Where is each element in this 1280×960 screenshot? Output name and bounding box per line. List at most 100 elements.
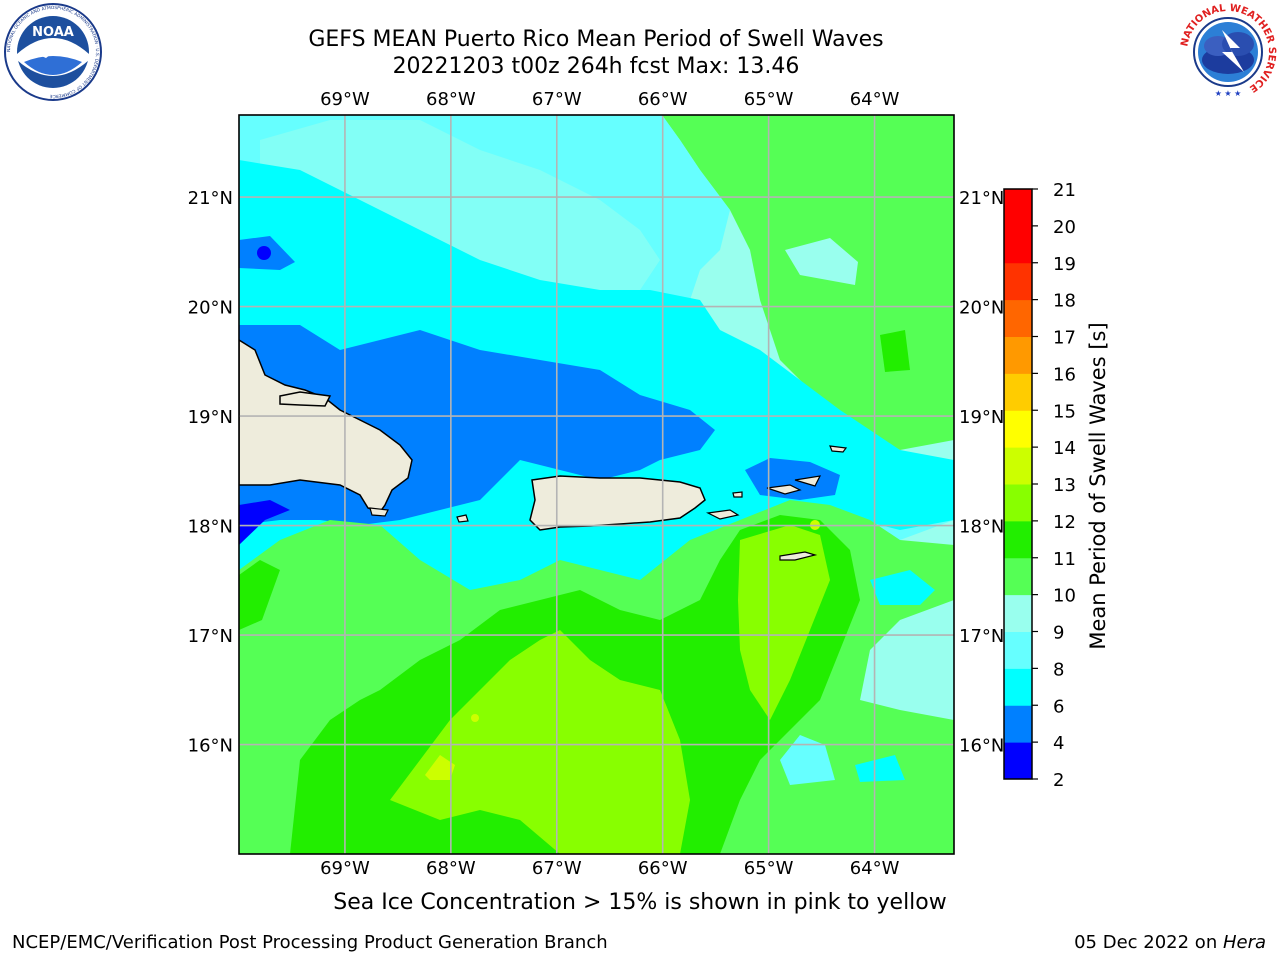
colorbar-segment — [1004, 631, 1032, 669]
colorbar-label: Mean Period of Swell Waves [s] — [1086, 322, 1110, 649]
latitude-label: 21°N — [959, 188, 1004, 209]
colorbar-tick-label: 21 — [1053, 180, 1076, 201]
latitude-label: 18°N — [959, 517, 1004, 538]
latitude-label: 19°N — [188, 407, 233, 428]
latitude-label: 20°N — [959, 298, 1004, 319]
latitude-label: 20°N — [188, 298, 233, 319]
longitude-label: 65°W — [744, 858, 794, 879]
puerto-rico-land — [529, 475, 706, 531]
colorbar-segment — [1004, 594, 1032, 632]
field-band-10-11-ne — [662, 115, 954, 450]
colorbar-segment — [1004, 484, 1032, 522]
colorbar-segment — [1004, 225, 1032, 264]
latitude-labels-right: 21°N 20°N 19°N 18°N 17°N 16°N — [959, 188, 1004, 756]
noaa-logo: NOAA NATIONAL OCEANIC AND ATMOSPHERIC AD… — [4, 3, 102, 101]
latitude-label: 16°N — [188, 736, 233, 757]
longitude-label: 67°W — [532, 89, 582, 110]
colorbar-segment — [1004, 447, 1032, 485]
colorbar-segment — [1004, 262, 1032, 301]
nws-logo: NATIONAL WEATHER SERVICE ★ ★ ★ — [1179, 3, 1277, 100]
field-band-13-14-spot-a — [471, 714, 479, 722]
svg-text:★ ★ ★: ★ ★ ★ — [1215, 89, 1242, 98]
latitude-label: 17°N — [188, 626, 233, 647]
colorbar-tick-label: 15 — [1053, 401, 1076, 422]
colorbar-segment — [1004, 373, 1032, 411]
colorbar-tick-label: 6 — [1053, 696, 1064, 717]
chart-title: GEFS MEAN Puerto Rico Mean Period of Swe… — [308, 27, 884, 52]
colorbar-segment — [1004, 668, 1032, 706]
hispaniola-land — [239, 339, 413, 513]
swell-period-field — [239, 115, 954, 854]
colorbar-segment — [1004, 410, 1032, 448]
longitude-labels-bottom: 69°W 68°W 67°W 66°W 65°W 64°W — [320, 858, 900, 879]
graticule — [239, 115, 954, 854]
field-band-12-13-b — [738, 525, 830, 720]
longitude-label: 67°W — [532, 858, 582, 879]
colorbar-segment — [1004, 742, 1032, 780]
field-band-6-8-south-pocket-a — [870, 570, 935, 605]
latitude-label: 18°N — [188, 517, 233, 538]
saona-island — [369, 507, 389, 517]
colorbar-tick-label: 8 — [1053, 659, 1064, 680]
colorbar-segment — [1004, 189, 1032, 227]
longitude-label: 65°W — [744, 89, 794, 110]
colorbar-tick-label: 13 — [1053, 475, 1076, 496]
chart-subtitle: 20221203 t00z 264h fcst Max: 13.46 — [392, 54, 800, 79]
field-band-13-14-max — [425, 755, 455, 780]
noaa-text: NOAA — [32, 25, 74, 40]
footer-machine: Hera — [1222, 932, 1266, 953]
colorbar: 2 4 6 8 9 10 11 12 13 14 15 16 17 18 19 20 21 — [1003, 180, 1076, 791]
mona-island — [456, 514, 469, 523]
latitude-labels-left: 21°N 20°N 19°N 18°N 17°N 16°N — [188, 188, 233, 756]
culebra-island — [732, 491, 743, 498]
field-band-2-4-nw-spot — [257, 246, 271, 260]
field-band-8-9-south-pocket — [780, 735, 835, 785]
field-band-9-10-n-patch — [260, 120, 660, 300]
latitude-label: 19°N — [959, 407, 1004, 428]
longitude-label: 69°W — [320, 858, 370, 879]
longitude-label: 64°W — [850, 89, 900, 110]
colorbar-segment — [1004, 705, 1032, 743]
latitude-label: 16°N — [959, 736, 1004, 757]
colorbar-tick-label: 2 — [1053, 770, 1064, 791]
longitude-label: 69°W — [320, 89, 370, 110]
colorbar-tick-label: 16 — [1053, 364, 1076, 385]
colorbar-tick-label: 17 — [1053, 328, 1076, 349]
colorbar-tick-label: 18 — [1053, 291, 1076, 312]
map-frame — [238, 114, 955, 855]
footer-date: 05 Dec 2022 on Hera — [1074, 932, 1266, 953]
longitude-labels-top: 69°W 68°W 67°W 66°W 65°W 64°W — [320, 89, 900, 110]
field-band-9-10-ne-patch — [785, 238, 858, 285]
field-band-6-8-south-pocket-b — [855, 755, 905, 782]
colorbar-segment — [1004, 299, 1032, 337]
field-band-2-4-sw-spot — [239, 500, 290, 545]
colorbar-segment — [1004, 557, 1032, 596]
virgin-islands-tortola — [794, 475, 822, 487]
field-band-11-12-w-patch — [239, 560, 280, 630]
field-band-11-12-ne — [880, 330, 910, 372]
st-croix-island — [779, 551, 818, 561]
footer-branch: NCEP/EMC/Verification Post Processing Pr… — [12, 932, 608, 953]
sea-ice-caption: Sea Ice Concentration > 15% is shown in … — [333, 890, 947, 915]
anegada-island — [829, 445, 848, 453]
longitude-label: 68°W — [426, 858, 476, 879]
colorbar-tick-label: 20 — [1053, 217, 1076, 238]
colorbar-tick-label: 4 — [1053, 733, 1064, 754]
vieques-island — [705, 509, 740, 520]
footer-date-text: 05 Dec 2022 on — [1074, 932, 1223, 953]
longitude-label: 68°W — [426, 89, 476, 110]
colorbar-segment — [1004, 520, 1032, 559]
latitude-label: 17°N — [959, 626, 1004, 647]
colorbar-tick-label: 11 — [1053, 549, 1076, 570]
colorbar-segment — [1004, 336, 1032, 374]
virgin-islands-st-thomas — [766, 484, 802, 495]
field-band-12-13-c — [600, 790, 660, 854]
longitude-label: 66°W — [638, 89, 688, 110]
colorbar-tick-label: 19 — [1053, 254, 1076, 275]
latitude-label: 21°N — [188, 188, 233, 209]
longitude-label: 64°W — [850, 858, 900, 879]
colorbar-tick-label: 14 — [1053, 438, 1076, 459]
colorbar-tick-label: 10 — [1053, 586, 1076, 607]
colorbar-tick-label: 12 — [1053, 512, 1076, 533]
